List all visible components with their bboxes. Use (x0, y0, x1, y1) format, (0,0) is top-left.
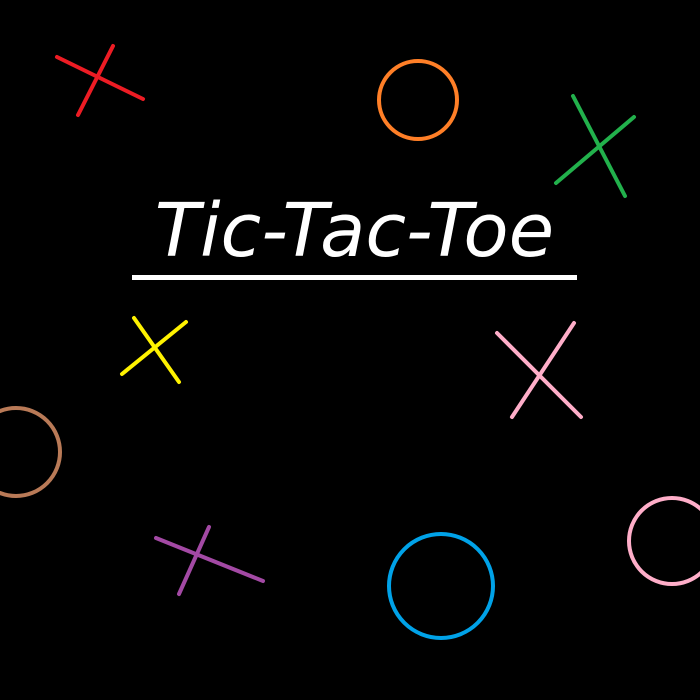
green-x-mark (554, 94, 636, 198)
pink-o-mark (627, 496, 700, 586)
orange-o-mark (377, 59, 459, 141)
purple-x-mark (154, 525, 265, 596)
yellow-x-mark (120, 316, 188, 384)
title-underline (132, 275, 577, 280)
brown-o-mark (0, 406, 62, 498)
pink-x-mark (495, 321, 583, 419)
game-title: Tic-Tac-Toe (154, 188, 555, 274)
red-x-mark (55, 44, 145, 117)
blue-o-mark (387, 532, 495, 640)
